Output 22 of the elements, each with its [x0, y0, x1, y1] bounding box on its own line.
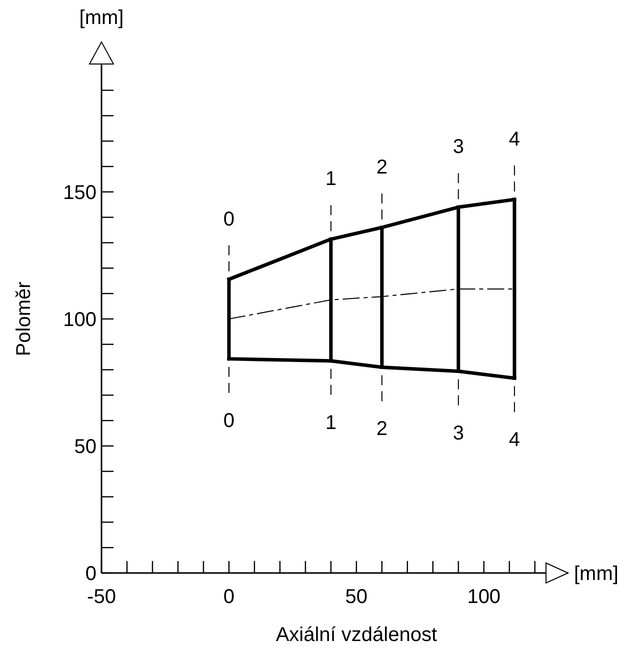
y-tick-label: 100 [63, 308, 96, 331]
annotation: 3 [452, 422, 464, 444]
annotation: 2 [376, 418, 388, 440]
annotation: 0 [223, 410, 235, 432]
annotation: 4 [508, 429, 520, 452]
annotation: 2 [376, 156, 388, 178]
x-tick-label: -50 [87, 586, 116, 608]
x-tick-label: 100 [467, 586, 501, 608]
text: [mm] [574, 563, 618, 585]
x-tick-label: 0 [223, 586, 235, 608]
x-axis-title: Axiální vzdálenost [276, 624, 438, 646]
y-tick-label: 150 [63, 182, 96, 204]
y-tick-label: 50 [74, 436, 96, 458]
annotation: 0 [223, 208, 235, 230]
x-tick-label: 50 [345, 586, 368, 608]
annotation: 1 [325, 168, 336, 190]
y-tick-label: 0 [85, 563, 96, 585]
annotation: 4 [508, 128, 520, 151]
annotation: 3 [452, 136, 464, 158]
y-axis-title: Poloměr [13, 281, 35, 356]
annotation: 1 [325, 412, 336, 434]
text: [mm] [79, 7, 124, 29]
